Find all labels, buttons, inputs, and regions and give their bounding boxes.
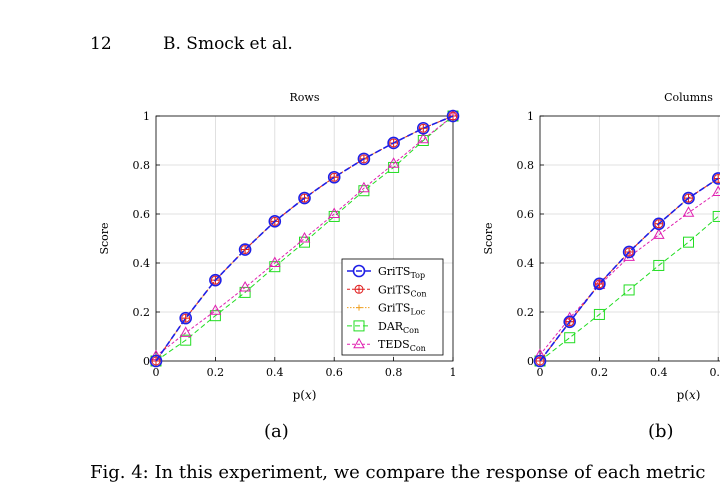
y-tick-label: 1 [527, 110, 534, 123]
x-axis-label: p(x) [677, 388, 701, 402]
x-tick-label: 0.6 [325, 366, 343, 379]
x-tick-label: 1 [450, 366, 457, 379]
series-group [535, 173, 720, 367]
y-tick-label: 0.2 [133, 306, 151, 319]
y-tick-label: 0.2 [517, 306, 535, 319]
y-tick-label: 0.6 [133, 208, 151, 221]
series-grits-con-point [419, 124, 427, 132]
x-tick-label: 0.4 [650, 366, 668, 379]
series-grits-loc-line [540, 178, 718, 361]
y-axis-label: Score [98, 222, 111, 254]
y-tick-label: 0.4 [133, 257, 151, 270]
y-tick-label: 0 [527, 355, 534, 368]
y-tick-label: 1 [143, 110, 150, 123]
y-axis-label: Score [482, 222, 495, 254]
x-tick-label: 0.6 [709, 366, 720, 379]
series-dar-con-line [540, 216, 718, 361]
series-grits-top-line [540, 178, 718, 361]
series-teds-con-point [359, 183, 369, 192]
x-tick-label: 0 [153, 366, 160, 379]
x-tick-label: 0.4 [266, 366, 284, 379]
y-tick-label: 0.8 [517, 159, 535, 172]
subfig-label-b: (b) [648, 421, 674, 442]
x-tick-label: 0.2 [591, 366, 609, 379]
chart-columns: 0 0.2 0.4 0.6 0.8 1 0 0.2 0.4 0.6 Columns p(x) Score [482, 91, 720, 402]
x-tick-label: 0.2 [207, 366, 225, 379]
legend-marker [355, 285, 363, 293]
chart-title: Columns [664, 91, 713, 104]
series-dar-con-point [565, 333, 575, 343]
chart-title: Rows [290, 91, 320, 104]
series-teds-con-point [713, 186, 720, 195]
series-grits-con-line [540, 178, 718, 361]
x-tick-label: 0 [537, 366, 544, 379]
x-tick-label: 0.8 [385, 366, 403, 379]
y-tick-label: 0.4 [517, 257, 535, 270]
y-tick-label: 0 [143, 355, 150, 368]
subfig-label-a: (a) [264, 421, 289, 442]
chart-rows: 0 0.2 0.4 0.6 0.8 1 0 0.2 0.4 0.6 0.8 1 Rows p(x) Scor… [98, 91, 459, 402]
x-axis-label: p(x) [293, 388, 317, 402]
y-tick-label: 0.8 [133, 159, 151, 172]
y-tick-label: 0.6 [517, 208, 535, 221]
